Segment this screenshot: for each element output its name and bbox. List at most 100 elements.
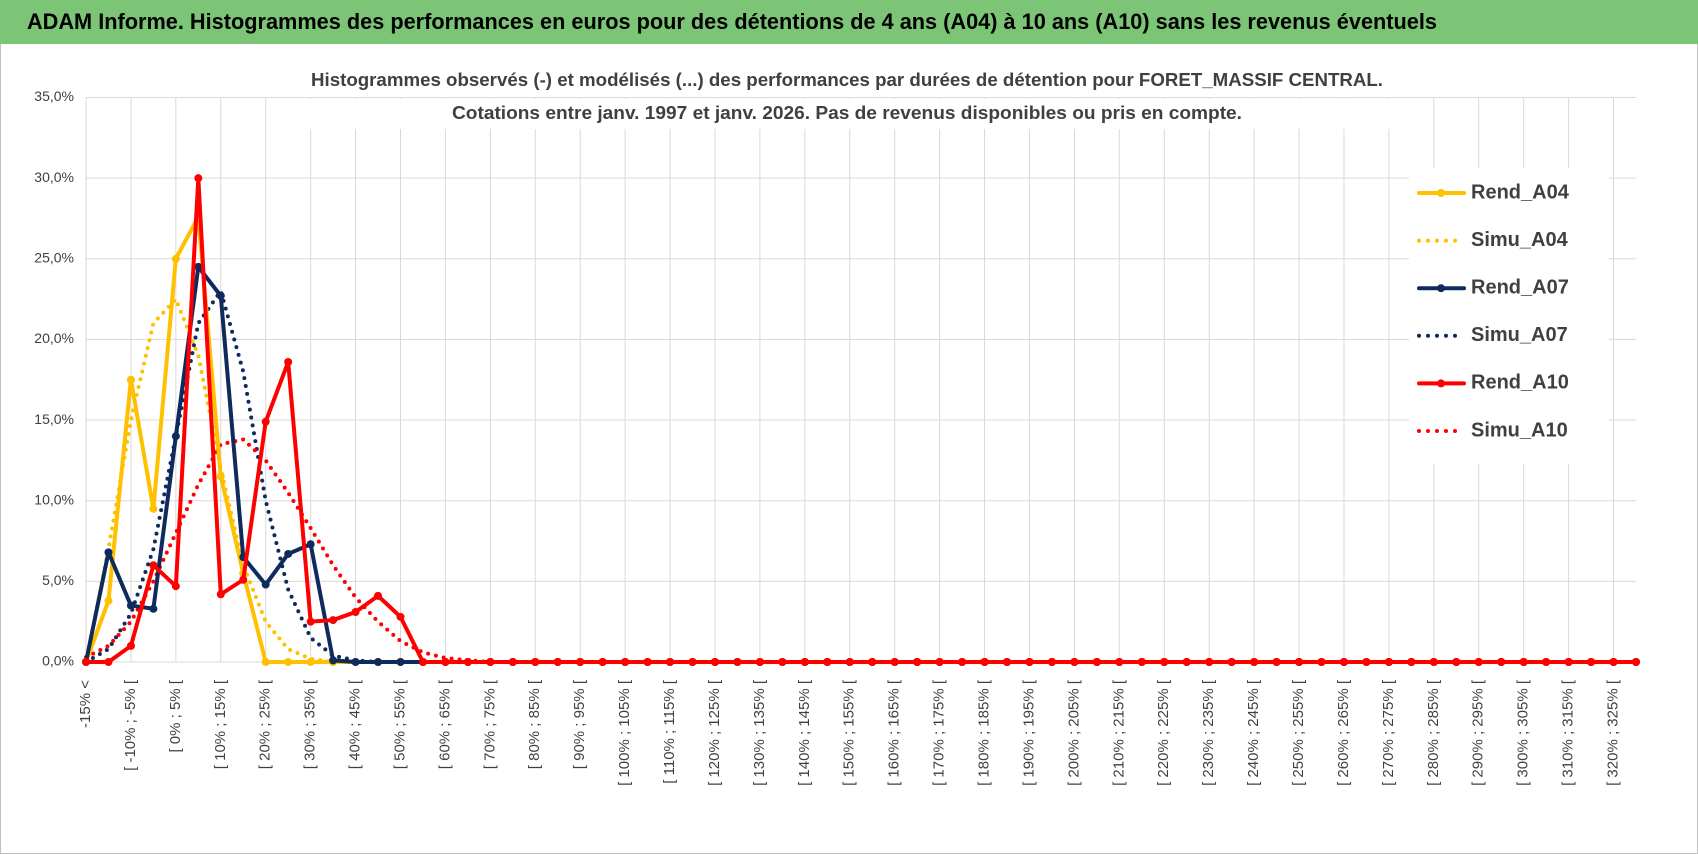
point [621,658,630,666]
x-tick-label: -15% < [77,680,94,728]
y-tick-label: 35,0% [34,88,74,104]
point [149,504,158,513]
x-tick-label: [ 170% ; 175% [ [931,679,948,786]
x-tick-label: [ 320% ; 325% [ [1605,679,1622,786]
point [1474,658,1483,666]
point [666,658,675,666]
point [171,582,180,591]
point [553,658,562,666]
point [396,658,405,666]
point [261,658,270,666]
x-tick-label: [ 100% ; 105% [ [616,679,633,786]
legend-label: Simu_A07 [1471,324,1568,346]
point [1295,658,1304,666]
point [733,658,742,666]
x-tick-label: [ 190% ; 195% [ [1020,679,1037,786]
point [261,417,270,426]
x-tick-label: [ 20% ; 25% [ [257,679,274,769]
x-tick-label: [ 130% ; 135% [ [751,679,768,786]
x-tick-label: [ 270% ; 275% [ [1380,679,1397,786]
x-tick-label: [ 0% ; 5% [ [167,679,184,752]
legend-label: Rend_A04 [1471,181,1570,203]
point [1407,658,1416,666]
x-tick-label: [ 240% ; 245% [ [1245,679,1262,786]
header-title: ADAM Informe. Histogrammes des performan… [27,9,1437,34]
x-tick-label: [ 210% ; 215% [ [1110,679,1127,786]
point [463,658,472,666]
legend-label: Simu_A04 [1471,229,1569,251]
x-tick-label: [ 40% ; 45% [ [347,679,364,769]
x-tick-label: [ 230% ; 235% [ [1200,679,1217,786]
point [1092,658,1101,666]
point [418,658,427,666]
point [329,656,338,665]
y-tick-label: 0,0% [42,653,74,669]
point [216,590,225,599]
point [1115,658,1124,666]
x-tick-label: [ 310% ; 315% [ [1560,679,1577,786]
point [1632,658,1640,666]
point [1137,658,1146,666]
x-tick-label: [ 220% ; 225% [ [1155,679,1172,786]
point [800,658,809,666]
point [1587,658,1596,666]
point [239,575,248,584]
x-tick-label: [ 150% ; 155% [ [841,679,858,786]
title-background [305,99,1390,129]
point [284,549,293,558]
point [1384,658,1393,666]
point [710,658,719,666]
point [1339,658,1348,666]
y-tick-label: 30,0% [34,169,74,185]
point [1182,658,1191,666]
point [778,658,787,666]
point [1025,658,1034,666]
point [396,612,405,621]
point [261,580,270,589]
x-tick-label: [ 290% ; 295% [ [1470,679,1487,786]
x-tick-label: [ 280% ; 285% [ [1425,679,1442,786]
x-tick-label: [ 300% ; 305% [ [1515,679,1532,786]
point [508,658,517,666]
x-tick-label: [ 120% ; 125% [ [706,679,723,786]
point [82,658,90,666]
x-tick-label: [ 110% ; 115% [ [661,679,678,784]
point [1003,658,1012,666]
point [1227,658,1236,666]
point [284,658,293,666]
x-tick-label: [ 10% ; 15% [ [212,679,229,769]
point [284,358,293,367]
title-background [305,66,1390,96]
point [486,658,495,666]
series-line [84,176,1638,664]
point [531,658,540,666]
point [104,596,113,605]
point [1542,658,1551,666]
point [1609,658,1618,666]
point [374,591,383,600]
point [958,658,967,666]
point [1205,658,1214,666]
x-tick-label: [ 260% ; 265% [ [1335,679,1352,786]
legend-background [1409,168,1609,464]
point [306,658,315,666]
point [1047,658,1056,666]
y-tick-label: 25,0% [34,249,74,265]
point [351,658,360,666]
point [306,540,315,549]
point [1497,658,1506,666]
x-tick-label: [ 250% ; 255% [ [1290,679,1307,786]
x-tick-label: [ 140% ; 145% [ [796,679,813,786]
point [576,658,585,666]
point [845,658,854,666]
point [216,472,225,481]
point [643,658,652,666]
point [149,604,158,613]
legend-label: Simu_A10 [1471,419,1568,441]
point [1429,658,1438,666]
y-tick-label: 10,0% [34,491,74,507]
y-tick-label: 20,0% [34,330,74,346]
point [980,658,989,666]
point [1519,658,1528,666]
point [126,375,135,384]
